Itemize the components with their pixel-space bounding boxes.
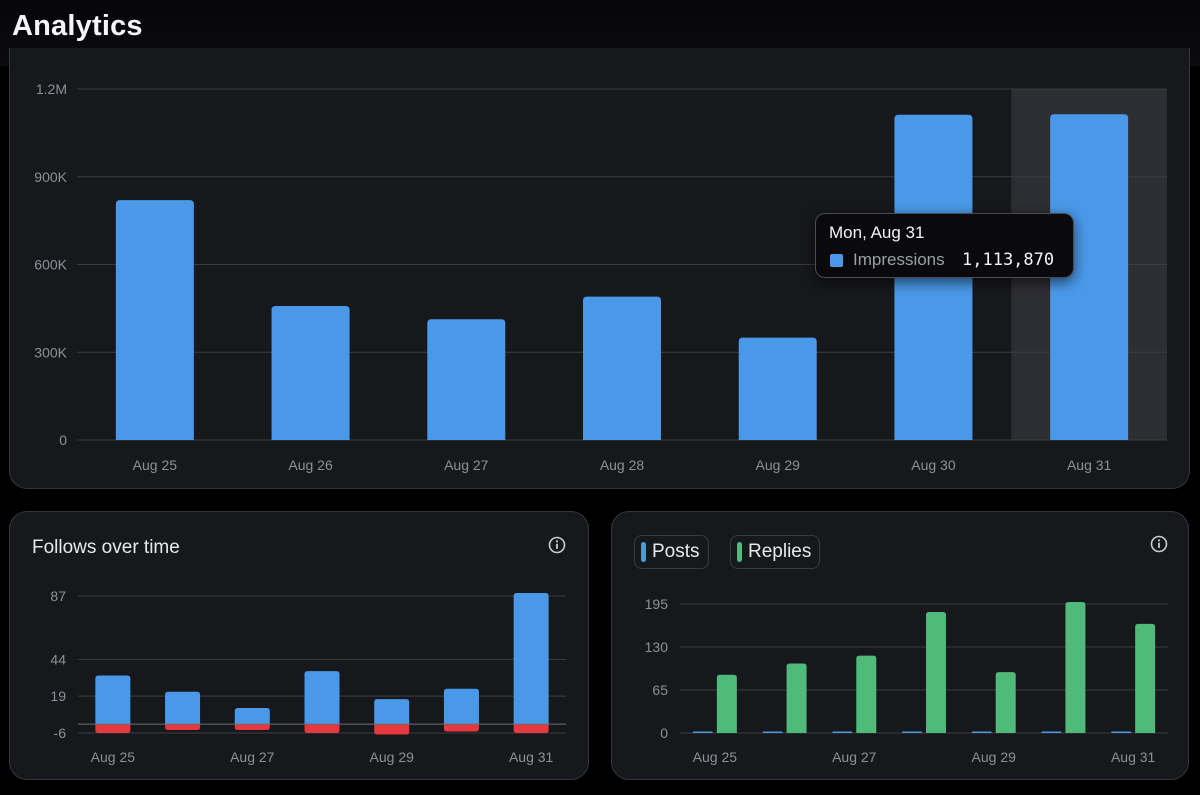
- y-tick-label: 19: [50, 688, 66, 704]
- x-tick-label: Aug 27: [832, 749, 877, 765]
- x-tick-label: Aug 27: [230, 749, 275, 765]
- follows-bar: [234, 707, 270, 725]
- y-tick-label: 195: [645, 596, 669, 612]
- unfollows-bar: [513, 724, 549, 733]
- tooltip-series-label: Impressions: [853, 250, 945, 269]
- unfollows-bar: [374, 724, 410, 735]
- x-tick-label: Aug 30: [911, 457, 956, 473]
- chart-tooltip: Mon, Aug 31 Impressions 1,113,870: [815, 213, 1074, 278]
- legend-posts[interactable]: Posts: [634, 535, 709, 569]
- y-tick-label: 130: [645, 639, 669, 655]
- replies-bar: [926, 611, 946, 733]
- posts-bar: [902, 731, 922, 733]
- posts-replies-card: Posts Replies 0 65 130 195 Aug 25 Aug 27 Aug 2…: [611, 511, 1189, 780]
- unfollows-bar: [304, 724, 340, 733]
- x-tick-label: Aug 26: [288, 457, 333, 473]
- x-tick-label: Aug 25: [133, 457, 178, 473]
- legend-posts-swatch: [641, 542, 646, 562]
- unfollows-bar: [95, 724, 131, 733]
- x-tick-label: Aug 25: [91, 749, 136, 765]
- y-tick-label: 87: [50, 588, 66, 604]
- tooltip-series-swatch: [830, 254, 843, 267]
- follows-card: Follows over time -6 19 44 87 Aug 25 Aug 27 Au…: [9, 511, 589, 780]
- impressions-bar: [583, 296, 661, 440]
- x-tick-label: Aug 31: [1067, 457, 1112, 473]
- unfollows-bar: [443, 724, 479, 732]
- replies-bar: [856, 655, 877, 733]
- legend-replies-swatch: [737, 542, 742, 562]
- tooltip-value: 1,113,870: [962, 250, 1055, 270]
- y-tick-label: 0: [660, 725, 668, 741]
- impressions-bar: [271, 306, 350, 440]
- posts-bar: [762, 731, 783, 733]
- posts-bar: [692, 731, 713, 733]
- legend-replies[interactable]: Replies: [730, 535, 821, 569]
- impressions-bar: [427, 319, 506, 440]
- replies-bar: [1135, 623, 1156, 733]
- follows-bar: [513, 593, 549, 725]
- x-tick-label: Aug 31: [1111, 749, 1156, 765]
- y-tick-label: 900K: [34, 169, 67, 185]
- x-tick-label: Aug 27: [444, 457, 489, 473]
- replies-bar: [716, 674, 737, 733]
- follows-chart: -6 19 44 87 Aug 25 Aug 27 Aug 29 Aug 31: [50, 588, 566, 765]
- y-tick-label: 44: [50, 651, 66, 667]
- follows-bar: [165, 691, 201, 725]
- replies-bar: [786, 663, 807, 733]
- follows-card-title: Follows over time: [32, 537, 180, 558]
- posts-bar: [971, 731, 992, 733]
- page-title: Analytics: [12, 10, 143, 42]
- unfollows-bar: [234, 724, 270, 731]
- y-tick-label: 300K: [34, 344, 67, 360]
- follows-bar: [374, 699, 410, 725]
- impressions-bar: [115, 200, 194, 440]
- y-tick-label: 0: [59, 432, 67, 448]
- follows-bar: [304, 671, 340, 725]
- posts-replies-chart: 0 65 130 195 Aug 25 Aug 27 Aug 29 Aug 31: [645, 596, 1168, 765]
- replies-bar: [995, 672, 1016, 733]
- x-tick-label: Aug 29: [972, 749, 1017, 765]
- info-icon[interactable]: [548, 536, 566, 554]
- posts-bar: [1041, 731, 1062, 733]
- tooltip-date: Mon, Aug 31: [829, 223, 925, 242]
- legend-posts-label: Posts: [652, 541, 700, 562]
- y-tick-label: 65: [652, 682, 668, 698]
- follows-bar: [95, 675, 131, 725]
- x-tick-label: Aug 31: [509, 749, 554, 765]
- legend-replies-label: Replies: [748, 541, 812, 562]
- x-tick-label: Aug 25: [693, 749, 738, 765]
- follows-bar: [443, 688, 479, 725]
- y-tick-label: 600K: [34, 257, 67, 273]
- replies-bar: [1065, 602, 1086, 733]
- y-tick-label: -6: [54, 725, 67, 741]
- info-icon[interactable]: [1150, 535, 1168, 553]
- x-tick-label: Aug 28: [600, 457, 645, 473]
- x-tick-label: Aug 29: [756, 457, 801, 473]
- x-tick-label: Aug 29: [370, 749, 415, 765]
- unfollows-bar: [165, 724, 201, 731]
- impressions-bar: [738, 337, 817, 440]
- y-tick-label: 1.2M: [36, 81, 67, 97]
- posts-bar: [1111, 731, 1132, 733]
- impressions-bar: [1050, 114, 1129, 440]
- posts-bar: [832, 731, 853, 733]
